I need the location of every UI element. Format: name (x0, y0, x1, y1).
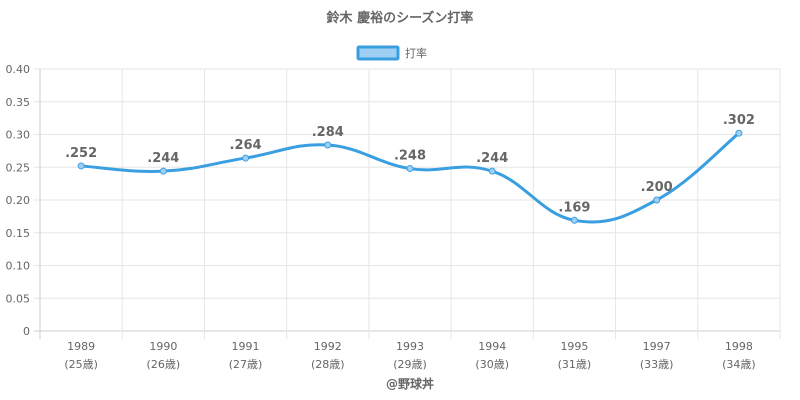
x-tick-sublabel: (33歳) (640, 358, 674, 371)
x-tick-sublabel: (29歳) (393, 358, 427, 371)
x-tick-sublabel: (25歳) (64, 358, 98, 371)
x-tick-label: 1993 (396, 340, 424, 353)
y-tick-label: 0.20 (6, 194, 31, 207)
data-label: .264 (230, 138, 262, 153)
data-point (324, 141, 332, 149)
data-label: .252 (65, 146, 97, 161)
series-layer (77, 129, 743, 224)
axes: 0 0.05 0.10 0.15 0.20 0.25 0.30 0.35 0.40 1989 (25… (6, 63, 756, 371)
series-line (81, 132, 740, 224)
grid-lines (34, 68, 781, 339)
data-label: .200 (641, 180, 673, 195)
x-tick-label: 1991 (232, 340, 260, 353)
x-tick-label: 1989 (67, 340, 95, 353)
x-tick-label: 1994 (478, 340, 506, 353)
data-label: .302 (723, 113, 755, 128)
legend-swatch (356, 45, 400, 61)
x-tick-label: 1998 (725, 340, 753, 353)
x-tick-sublabel: (34歳) (722, 358, 756, 371)
data-label: .284 (312, 125, 344, 140)
x-tick-label: 1990 (149, 340, 177, 353)
x-tick-sublabel: (27歳) (229, 358, 263, 371)
data-point (159, 167, 167, 175)
legend-label: 打率 (405, 46, 427, 60)
data-point (653, 196, 661, 204)
data-label: .244 (476, 151, 508, 166)
data-point (570, 216, 578, 224)
x-tick-sublabel: (26歳) (147, 358, 181, 371)
credit-text: @野球丼 (386, 376, 434, 391)
data-point (488, 167, 496, 175)
x-tick-label: 1997 (643, 340, 671, 353)
data-point (77, 162, 85, 170)
y-tick-label: 0 (23, 325, 30, 338)
x-tick-sublabel: (31歳) (558, 358, 592, 371)
data-point (735, 129, 743, 137)
data-point (242, 154, 250, 162)
data-labels: .252 .244 .264 .284 .248 .244 .169 .200 .302 (65, 113, 755, 215)
y-tick-label: 0.40 (6, 63, 31, 76)
data-point (406, 165, 414, 173)
x-tick-label: 1995 (560, 340, 588, 353)
x-tick-label: 1992 (314, 340, 342, 353)
y-tick-label: 0.10 (6, 260, 31, 273)
data-label: .244 (147, 151, 179, 166)
data-label: .169 (558, 200, 590, 215)
y-tick-label: 0.15 (6, 227, 31, 240)
chart-title: 鈴木 慶裕のシーズン打率 (327, 10, 474, 26)
y-tick-label: 0.35 (6, 96, 31, 109)
legend[interactable]: 打率 (356, 45, 427, 61)
x-tick-sublabel: (28歳) (311, 358, 345, 371)
y-tick-label: 0.30 (6, 129, 31, 142)
y-tick-label: 0.25 (6, 161, 31, 174)
x-tick-sublabel: (30歳) (475, 358, 509, 371)
data-label: .248 (394, 149, 426, 164)
y-tick-label: 0.05 (6, 292, 31, 305)
